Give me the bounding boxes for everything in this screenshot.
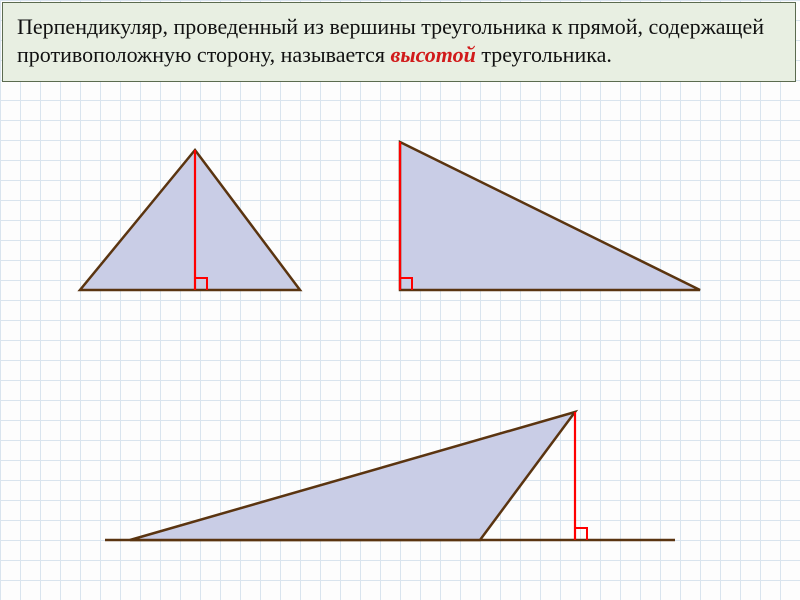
definition-box: Перпендикуляр, проведенный из вершины тр… bbox=[2, 2, 796, 82]
right-angle-icon bbox=[575, 528, 587, 540]
triangle-shape bbox=[130, 412, 575, 540]
definition-text: Перпендикуляр, проведенный из вершины тр… bbox=[17, 14, 764, 67]
triangle-shape bbox=[80, 150, 300, 290]
triangle-shape bbox=[400, 142, 700, 290]
figure-obtuse-triangle bbox=[100, 370, 680, 580]
figure-right-triangle bbox=[380, 120, 720, 310]
figures-container bbox=[0, 0, 800, 600]
figure-acute-triangle bbox=[60, 130, 320, 310]
